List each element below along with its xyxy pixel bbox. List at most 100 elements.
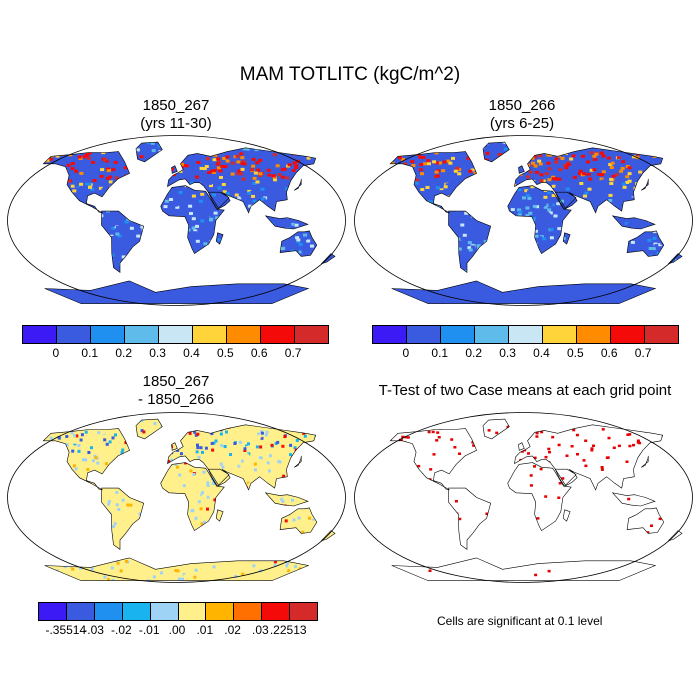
coastline-britain bbox=[171, 165, 178, 174]
colorbar-cell bbox=[261, 326, 295, 343]
colorbar-tick-label: 0 bbox=[402, 346, 410, 360]
coastline-madagascar bbox=[562, 232, 571, 245]
colorbar-tick-label: 0 bbox=[52, 346, 60, 360]
coastline-britain bbox=[171, 442, 178, 451]
colorbar-cell bbox=[57, 326, 91, 343]
coastline-northAmerica bbox=[42, 428, 130, 491]
colorbar-cell bbox=[645, 326, 678, 343]
colorbar-top-right bbox=[372, 325, 679, 344]
coastline-arabia bbox=[554, 468, 578, 487]
coastline-africa bbox=[160, 185, 225, 255]
panel-title-line1: 1850_267 bbox=[142, 373, 210, 390]
colorbar-cell bbox=[39, 603, 67, 620]
map-frame bbox=[354, 135, 693, 306]
colorbar-cell bbox=[441, 326, 475, 343]
coastline-northAmerica bbox=[389, 151, 477, 214]
colorbar-bottom-left-labels: -.35514 -.03 -.02 -.01 .00 .01 .02 .03.22513 bbox=[38, 623, 316, 639]
panel-title-line2: - 1850_266 bbox=[138, 391, 214, 408]
coastline-greenland bbox=[135, 141, 163, 163]
colorbar-cell bbox=[509, 326, 543, 343]
colorbar-tick-label: .22513 bbox=[269, 623, 307, 637]
coastline-southAmerica bbox=[448, 487, 492, 550]
coastline-newzealand bbox=[667, 253, 683, 265]
colorbar-tick-label: -.03 bbox=[83, 623, 104, 637]
map-top-right bbox=[354, 135, 693, 306]
map-top-left bbox=[7, 135, 346, 306]
coastline-japan bbox=[294, 455, 302, 468]
colorbar-cell bbox=[150, 603, 179, 620]
colorbar-tick-label: 0.6 bbox=[600, 346, 618, 360]
coastline-eurasia bbox=[514, 147, 664, 214]
map-frame bbox=[354, 412, 693, 583]
colorbar-cell bbox=[373, 326, 407, 343]
coastline-eurasia bbox=[167, 147, 317, 214]
colorbar-tick-label: 0.7 bbox=[634, 346, 652, 360]
colorbar-cell bbox=[234, 603, 263, 620]
coastline-greenland bbox=[482, 141, 510, 163]
coastline-australia bbox=[626, 230, 665, 257]
coastline-indonesia bbox=[264, 492, 309, 507]
colorbar-tick-label: .00 bbox=[168, 623, 186, 637]
coastline-indonesia bbox=[611, 215, 656, 230]
colorbar-tick-label: 0.4 bbox=[183, 346, 200, 360]
coastline-arabia bbox=[554, 191, 578, 210]
colorbar-tick-label: -.02 bbox=[111, 623, 132, 637]
significance-note: Cells are significant at 0.1 level bbox=[437, 614, 603, 628]
colorbar-tick-label: -.35514 bbox=[45, 623, 87, 637]
colorbar-tick-label: 0.5 bbox=[566, 346, 584, 360]
colorbar-cell bbox=[94, 603, 123, 620]
coastline-japan bbox=[294, 178, 302, 191]
coastline-madagascar bbox=[562, 509, 571, 522]
coastline-newzealand bbox=[667, 530, 683, 542]
panel-title-bottom-left: 1850_267 - 1850_266 bbox=[86, 373, 266, 409]
colorbar-tick-label: -.01 bbox=[138, 623, 160, 637]
coastline-madagascar bbox=[215, 232, 224, 245]
colorbar-tick-label: 0.5 bbox=[216, 346, 234, 360]
coastline-australia bbox=[279, 507, 318, 534]
colorbar-tick-label: .02 bbox=[224, 623, 241, 637]
colorbar-cell bbox=[475, 326, 509, 343]
coastline-indonesia bbox=[611, 492, 656, 507]
colorbar-tick-label: 0.2 bbox=[465, 346, 482, 360]
map-bottom-left bbox=[7, 412, 346, 583]
colorbar-tick-label: 0.4 bbox=[533, 346, 550, 360]
coastline-greenland bbox=[135, 418, 163, 440]
colorbar-cell bbox=[611, 326, 645, 343]
coastline-britain bbox=[518, 442, 525, 451]
coastline-indonesia bbox=[264, 215, 309, 230]
colorbar-top-right-labels: 0 0.1 0.2 0.3 0.4 0.5 0.6 0.7 bbox=[372, 346, 677, 362]
colorbar-cell bbox=[290, 603, 318, 620]
panel-title-line1: 1850_266 bbox=[488, 97, 556, 114]
colorbar-tick-label: .01 bbox=[196, 623, 214, 637]
colorbar-tick-label: 0.3 bbox=[149, 346, 166, 360]
colorbar-top-left-labels: 0 0.1 0.2 0.3 0.4 0.5 0.6 0.7 bbox=[22, 346, 327, 362]
panel-title-line1: T-Test of two Case means at each grid po… bbox=[378, 382, 672, 399]
map-bottom-right bbox=[354, 412, 693, 583]
panel-title-bottom-right: T-Test of two Case means at each grid po… bbox=[355, 382, 695, 400]
coastline-africa bbox=[507, 185, 572, 255]
colorbar-cell bbox=[66, 603, 95, 620]
coastline-australia bbox=[279, 230, 318, 257]
colorbar-tick-label: .03 bbox=[252, 623, 269, 637]
colorbar-tick-label: 0.1 bbox=[431, 346, 449, 360]
coastline-southAmerica bbox=[448, 210, 492, 273]
colorbar-tick-label: 0.7 bbox=[284, 346, 302, 360]
coastline-northAmerica bbox=[389, 428, 477, 491]
coastline-arabia bbox=[207, 468, 231, 487]
colorbar-cell bbox=[23, 326, 57, 343]
panel-title-top-left: 1850_267 (yrs 11-30) bbox=[86, 97, 266, 133]
coastline-africa bbox=[160, 462, 225, 532]
coastline-arabia bbox=[207, 191, 231, 210]
panel-title-line1: 1850_267 bbox=[142, 97, 210, 114]
colorbar-cell bbox=[262, 603, 291, 620]
colorbar-tick-label: 0.1 bbox=[81, 346, 99, 360]
map-frame bbox=[7, 412, 346, 583]
colorbar-tick-label: 0.2 bbox=[115, 346, 132, 360]
coastline-africa bbox=[507, 462, 572, 532]
colorbar-cell bbox=[543, 326, 577, 343]
figure-title: MAM TOTLITC (kgC/m^2) bbox=[239, 64, 461, 85]
colorbar-cell bbox=[577, 326, 611, 343]
coastline-australia bbox=[626, 507, 665, 534]
colorbar-cell bbox=[91, 326, 125, 343]
coastline-newzealand bbox=[320, 530, 336, 542]
